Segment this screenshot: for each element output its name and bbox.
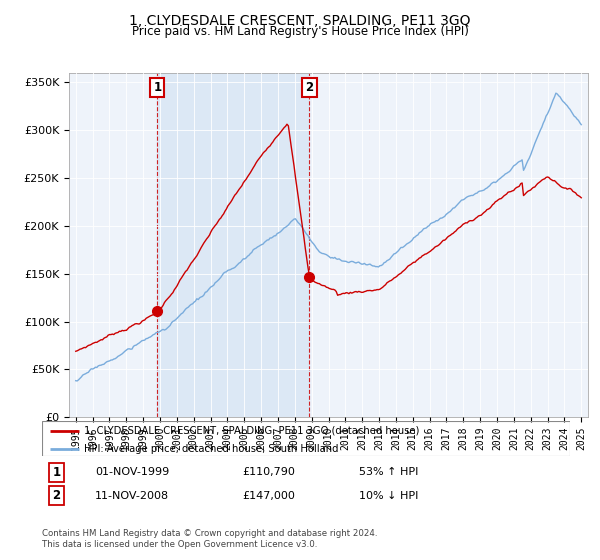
Text: 2: 2 xyxy=(53,489,61,502)
Text: £147,000: £147,000 xyxy=(242,491,296,501)
Text: 53% ↑ HPI: 53% ↑ HPI xyxy=(359,468,418,478)
Text: 11-NOV-2008: 11-NOV-2008 xyxy=(95,491,169,501)
Text: 1: 1 xyxy=(53,466,61,479)
Bar xyxy=(157,73,310,417)
Text: HPI: Average price, detached house, South Holland: HPI: Average price, detached house, Sout… xyxy=(84,444,339,454)
Text: 10% ↓ HPI: 10% ↓ HPI xyxy=(359,491,418,501)
Text: 1, CLYDESDALE CRESCENT, SPALDING, PE11 3GQ: 1, CLYDESDALE CRESCENT, SPALDING, PE11 3… xyxy=(129,14,471,28)
Text: 2: 2 xyxy=(305,81,314,94)
Text: £110,790: £110,790 xyxy=(242,468,296,478)
Text: Price paid vs. HM Land Registry's House Price Index (HPI): Price paid vs. HM Land Registry's House … xyxy=(131,25,469,38)
Text: 01-NOV-1999: 01-NOV-1999 xyxy=(95,468,169,478)
Text: Contains HM Land Registry data © Crown copyright and database right 2024.
This d: Contains HM Land Registry data © Crown c… xyxy=(42,529,377,549)
Text: 1, CLYDESDALE CRESCENT, SPALDING, PE11 3GQ (detached house): 1, CLYDESDALE CRESCENT, SPALDING, PE11 3… xyxy=(84,426,419,436)
Text: 1: 1 xyxy=(154,81,161,94)
